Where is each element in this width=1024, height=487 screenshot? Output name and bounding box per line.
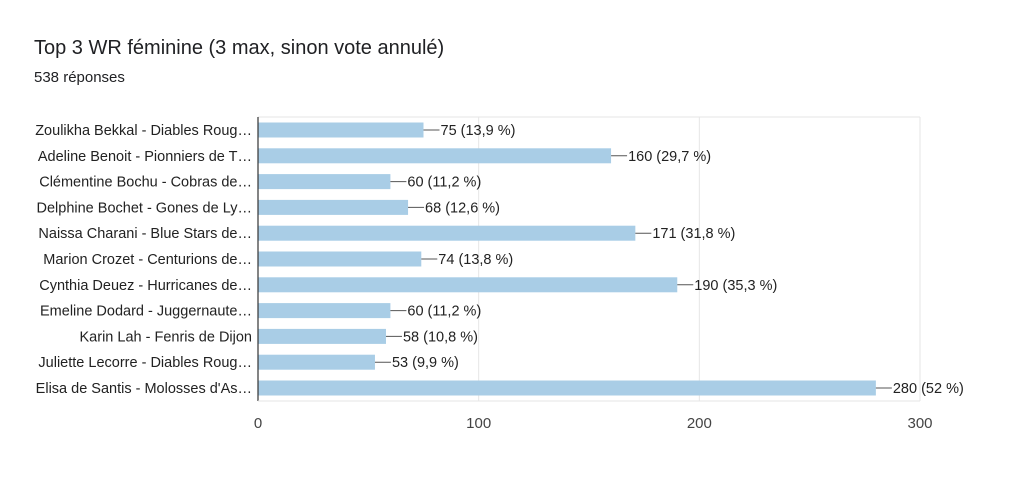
category-label: Cynthia Deuez - Hurricanes de…: [39, 278, 252, 294]
data-label: 280 (52 %): [893, 381, 964, 397]
bar: [258, 251, 422, 267]
bar: [258, 174, 391, 190]
category-label: Naissa Charani - Blue Stars de…: [38, 226, 252, 242]
data-label: 60 (11,2 %): [407, 175, 481, 191]
data-label: 74 (13,8 %): [438, 252, 513, 268]
bar: [258, 328, 386, 344]
x-tick-label: 0: [254, 415, 262, 432]
category-label: Zoulikha Bekkal - Diables Roug…: [35, 123, 252, 139]
category-label: Karin Lah - Fenris de Dijon: [80, 329, 252, 345]
data-label: 60 (11,2 %): [407, 304, 481, 320]
bar: [258, 380, 876, 396]
category-label: Clémentine Bochu - Cobras de…: [39, 175, 252, 191]
x-tick-label: 200: [687, 415, 712, 432]
category-label: Adeline Benoit - Pionniers de T…: [38, 149, 252, 165]
bar: [258, 303, 391, 319]
bar: [258, 199, 409, 215]
bar: [258, 354, 375, 370]
category-label: Juliette Lecorre - Diables Roug…: [38, 355, 252, 371]
data-label: 58 (10,8 %): [403, 329, 478, 345]
x-tick-label: 300: [907, 415, 932, 432]
category-label: Emeline Dodard - Juggernaute…: [40, 304, 252, 320]
data-label: 190 (35,3 %): [694, 278, 777, 294]
response-count: 538 réponses: [34, 69, 125, 86]
data-label: 160 (29,7 %): [628, 149, 711, 165]
category-label: Delphine Bochet - Gones de Ly…: [37, 200, 252, 216]
bar: [258, 225, 636, 241]
category-label: Marion Crozet - Centurions de…: [43, 252, 252, 268]
bar: [258, 277, 678, 293]
category-label: Elisa de Santis - Molosses d'As…: [36, 381, 252, 397]
bar: [258, 122, 424, 138]
data-label: 171 (31,8 %): [652, 226, 735, 242]
data-label: 75 (13,9 %): [441, 123, 516, 139]
data-label: 68 (12,6 %): [425, 200, 500, 216]
bar: [258, 148, 612, 164]
x-tick-label: 100: [466, 415, 491, 432]
data-label: 53 (9,9 %): [392, 355, 459, 371]
chart-title: Top 3 WR féminine (3 max, sinon vote ann…: [34, 37, 445, 59]
